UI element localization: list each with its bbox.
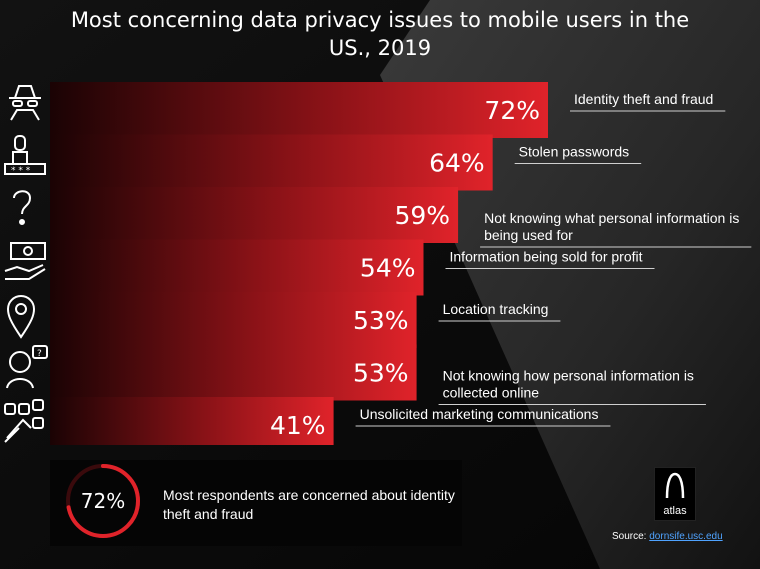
password-icon: * * *: [4, 135, 46, 176]
bar-value-label: 53%: [353, 306, 409, 335]
bar-value-label: 59%: [395, 201, 451, 230]
bar-value-label: 64%: [429, 149, 485, 178]
bar: [50, 82, 548, 138]
bar: [50, 344, 417, 401]
location-pin-icon: [6, 295, 36, 339]
atlas-logo: atlas: [654, 467, 696, 521]
category-label: Stolen passwords: [519, 144, 630, 160]
bar: [50, 292, 417, 348]
bar: [50, 397, 334, 445]
chart-title: Most concerning data privacy issues to m…: [70, 8, 690, 60]
summary-ring: [66, 464, 140, 538]
money-hand-icon: [4, 242, 46, 280]
source-line: Source: dornsife.usc.edu: [612, 531, 723, 542]
category-label: Information being sold for profit: [450, 249, 643, 265]
source-link[interactable]: dornsife.usc.edu: [649, 531, 723, 542]
confused-person-icon: ?: [6, 345, 48, 389]
category-label: Not knowing what personal information is: [484, 210, 739, 226]
spy-icon: [9, 85, 41, 121]
summary-text: Most respondents are concerned about ide…: [163, 487, 455, 522]
bar: [50, 239, 424, 296]
category-label: Location tracking: [443, 301, 549, 317]
category-label: Identity theft and fraud: [574, 91, 713, 107]
marketing-icon: [4, 399, 44, 443]
bar-value-label: 41%: [270, 411, 326, 440]
category-label: collected online: [443, 385, 540, 401]
icon-column: * * * ?: [0, 78, 50, 454]
svg-text:* * *: * * *: [11, 166, 31, 176]
category-label: being used for: [484, 227, 573, 243]
bar: [50, 187, 459, 243]
category-label: Unsolicited marketing communications: [360, 406, 599, 422]
atlas-logo-mark: [665, 472, 685, 499]
category-label: Not knowing how personal information is: [443, 368, 694, 384]
bar-value-label: 53%: [353, 359, 409, 388]
bar-value-label: 72%: [484, 96, 540, 125]
logo-text: atlas: [663, 505, 687, 517]
svg-text:?: ?: [37, 349, 42, 359]
question-icon: [13, 190, 32, 225]
bar-value-label: 54%: [360, 254, 416, 283]
bar: [50, 134, 493, 191]
summary-value: 72%: [80, 489, 126, 513]
source-label: Source:: [612, 531, 647, 542]
